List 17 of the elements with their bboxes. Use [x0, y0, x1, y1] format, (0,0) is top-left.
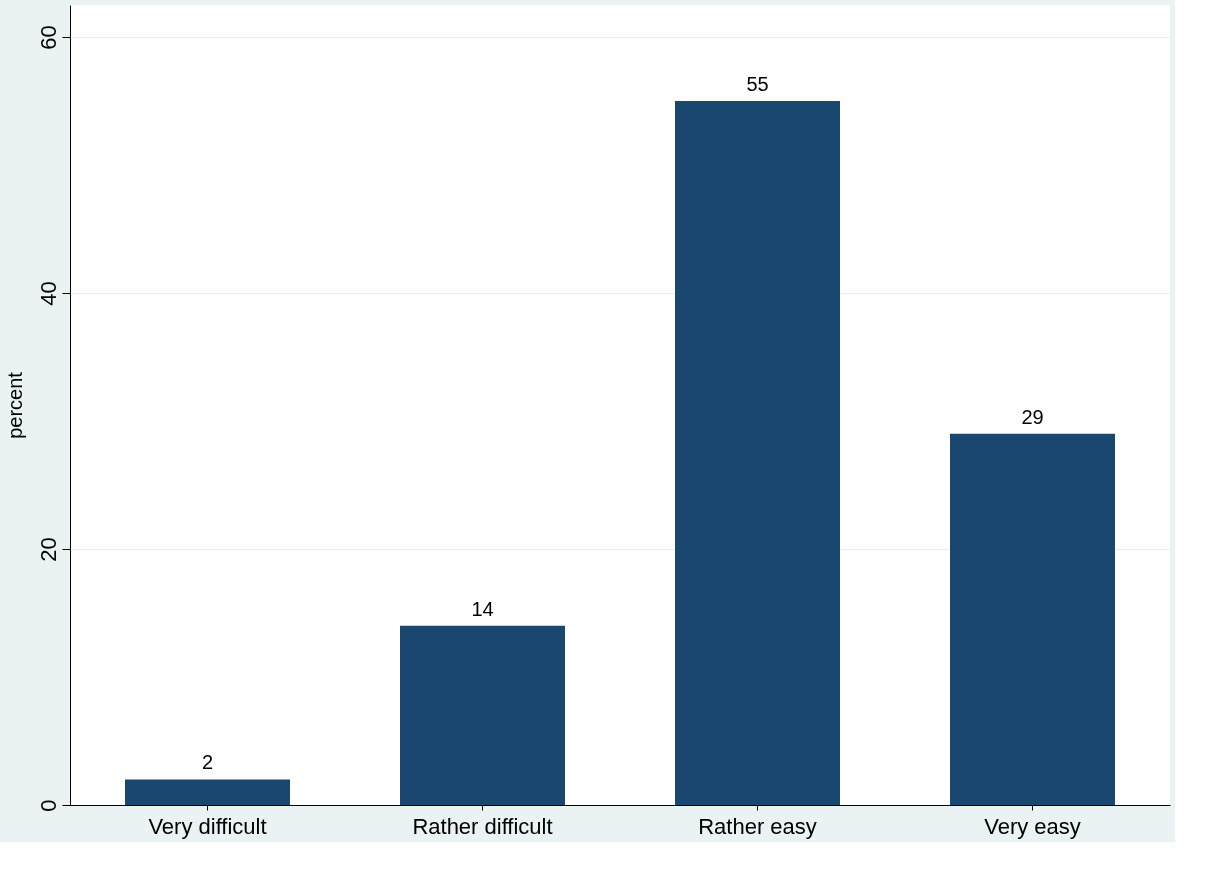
x-tick-label: Rather difficult [412, 813, 553, 839]
bar [950, 433, 1115, 805]
y-tick-label: 40 [35, 281, 61, 306]
y-tick-label: 20 [35, 537, 61, 562]
y-axis-title: percent [3, 371, 26, 439]
bar [675, 101, 840, 805]
data-label: 55 [746, 73, 769, 95]
data-label: 29 [1021, 405, 1044, 428]
x-tick-label: Rather easy [698, 813, 817, 839]
y-tick-label: 60 [35, 25, 61, 50]
x-tick-label: Very easy [984, 813, 1081, 839]
data-label: 2 [201, 751, 214, 774]
y-tick-label: 0 [35, 799, 61, 812]
bar [400, 625, 565, 805]
x-tick-label: Very difficult [148, 813, 267, 839]
data-label: 14 [471, 597, 494, 620]
bar [125, 779, 290, 805]
